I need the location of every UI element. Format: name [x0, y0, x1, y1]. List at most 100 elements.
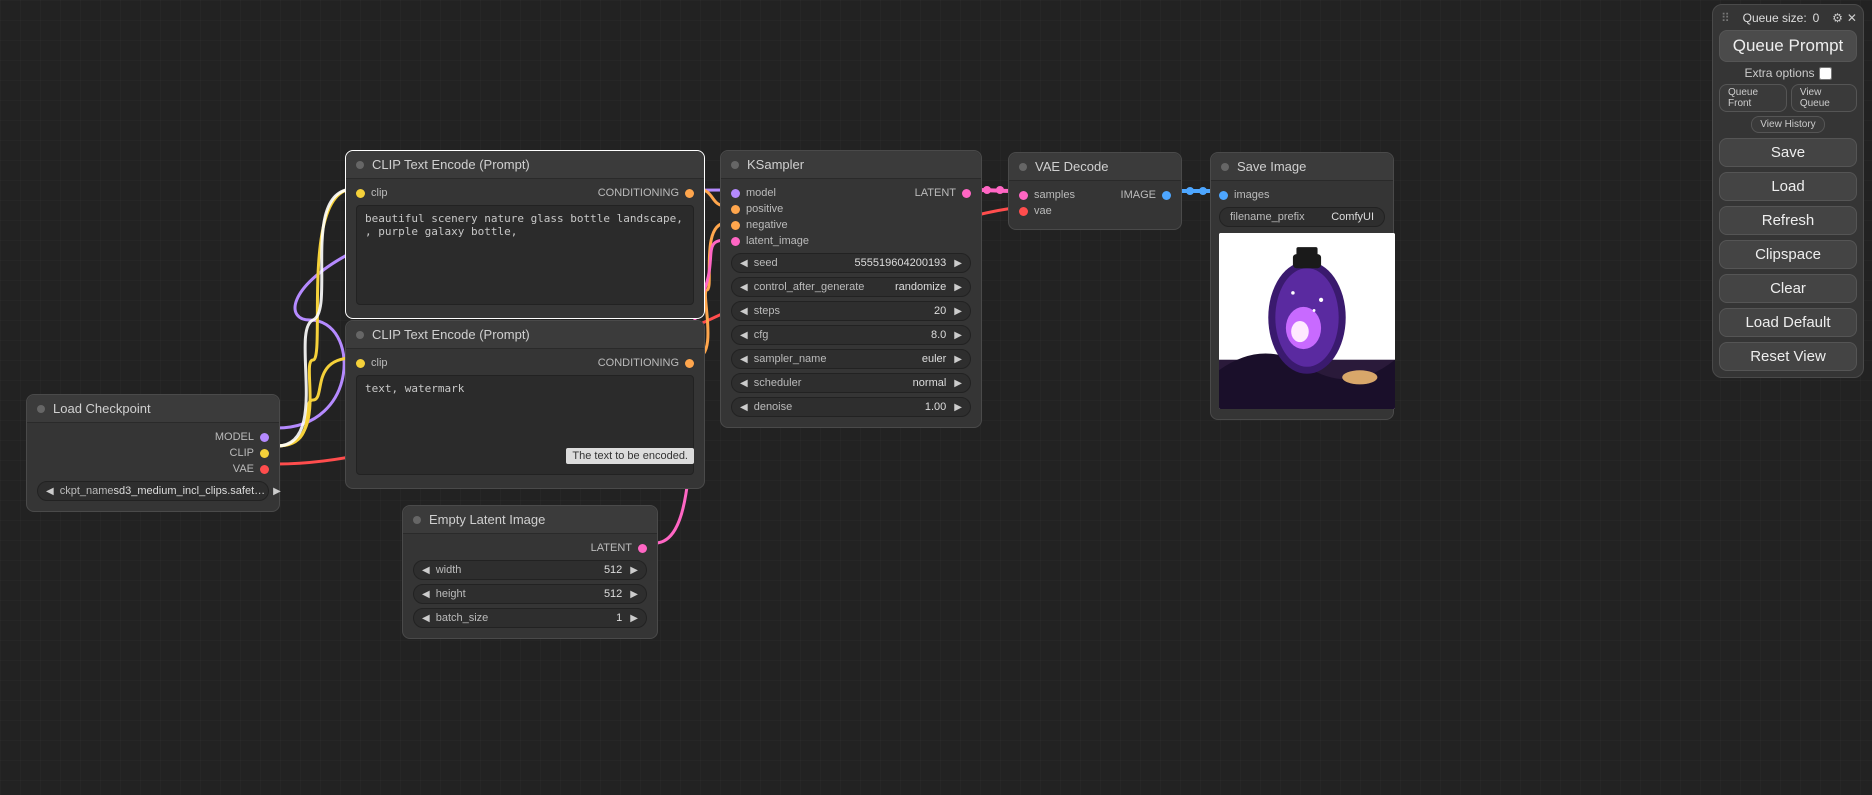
chevron-left-icon[interactable]: ◀: [42, 486, 58, 497]
port-model-icon[interactable]: [731, 189, 740, 198]
node-header[interactable]: KSampler: [721, 151, 981, 179]
param-control-after-generate[interactable]: ◀control_after_generaterandomize▶: [731, 277, 971, 297]
chevron-left-icon[interactable]: ◀: [736, 378, 752, 389]
extra-options-toggle[interactable]: Extra options: [1719, 66, 1857, 80]
param-seed[interactable]: ◀seed555519604200193▶: [731, 253, 971, 273]
port-image-icon[interactable]: [1219, 191, 1228, 200]
port-latent-icon[interactable]: [1019, 191, 1028, 200]
extra-options-checkbox[interactable]: [1819, 67, 1832, 80]
param-scheduler[interactable]: ◀schedulernormal▶: [731, 373, 971, 393]
output-latent[interactable]: LATENT: [591, 542, 647, 554]
port-latent-icon[interactable]: [638, 544, 647, 553]
node-vae-decode[interactable]: VAE Decode samples IMAGE vae: [1008, 152, 1182, 230]
node-header[interactable]: CLIP Text Encode (Prompt): [346, 151, 704, 179]
chevron-left-icon[interactable]: ◀: [736, 330, 752, 341]
chevron-right-icon[interactable]: ▶: [626, 565, 642, 576]
node-clip-encode-negative[interactable]: CLIP Text Encode (Prompt) clip CONDITION…: [345, 320, 705, 489]
input-model[interactable]: model: [731, 187, 776, 199]
chevron-right-icon[interactable]: ▶: [950, 354, 966, 365]
output-model[interactable]: MODEL: [215, 431, 269, 443]
chevron-right-icon[interactable]: ▶: [950, 402, 966, 413]
param-cfg[interactable]: ◀cfg8.0▶: [731, 325, 971, 345]
port-clip-icon[interactable]: [356, 359, 365, 368]
prompt-textarea[interactable]: [356, 205, 694, 305]
chevron-right-icon[interactable]: ▶: [950, 306, 966, 317]
chevron-right-icon[interactable]: ▶: [950, 330, 966, 341]
chevron-right-icon[interactable]: ▶: [950, 282, 966, 293]
node-header[interactable]: VAE Decode: [1009, 153, 1181, 181]
chevron-right-icon[interactable]: ▶: [269, 486, 285, 497]
param-batch-size[interactable]: ◀batch_size1▶: [413, 608, 647, 628]
input-clip[interactable]: clip: [356, 357, 388, 369]
image-preview[interactable]: [1219, 233, 1395, 409]
node-header[interactable]: Save Image: [1211, 153, 1393, 181]
port-latent-icon[interactable]: [962, 189, 971, 198]
collapse-dot-icon[interactable]: [37, 405, 45, 413]
port-vae-icon[interactable]: [1019, 207, 1028, 216]
queue-front-button[interactable]: Queue Front: [1719, 84, 1787, 112]
param-denoise[interactable]: ◀denoise1.00▶: [731, 397, 971, 417]
clipspace-button[interactable]: Clipspace: [1719, 240, 1857, 269]
refresh-button[interactable]: Refresh: [1719, 206, 1857, 235]
control-panel[interactable]: ⠿ Queue size: 0 ⚙ ✕ Queue Prompt Extra o…: [1712, 4, 1864, 378]
grip-icon[interactable]: ⠿: [1721, 11, 1730, 25]
view-queue-button[interactable]: View Queue: [1791, 84, 1857, 112]
collapse-dot-icon[interactable]: [1221, 163, 1229, 171]
port-clip-icon[interactable]: [356, 189, 365, 198]
reset-view-button[interactable]: Reset View: [1719, 342, 1857, 371]
node-header[interactable]: Empty Latent Image: [403, 506, 657, 534]
param-filename-prefix[interactable]: filename_prefix ComfyUI: [1219, 207, 1385, 227]
port-clip-icon[interactable]: [260, 449, 269, 458]
param-height[interactable]: ◀height512▶: [413, 584, 647, 604]
output-image[interactable]: IMAGE: [1121, 189, 1171, 201]
collapse-dot-icon[interactable]: [413, 516, 421, 524]
chevron-left-icon[interactable]: ◀: [418, 613, 434, 624]
panel-header[interactable]: ⠿ Queue size: 0 ⚙ ✕: [1719, 11, 1857, 25]
chevron-left-icon[interactable]: ◀: [736, 258, 752, 269]
port-conditioning-icon[interactable]: [731, 205, 740, 214]
input-samples[interactable]: samples: [1019, 189, 1075, 201]
port-conditioning-icon[interactable]: [685, 189, 694, 198]
node-graph-canvas[interactable]: Load Checkpoint MODEL CLIP VAE: [0, 0, 1872, 795]
chevron-right-icon[interactable]: ▶: [626, 589, 642, 600]
port-vae-icon[interactable]: [260, 465, 269, 474]
output-latent[interactable]: LATENT: [915, 187, 971, 199]
node-save-image[interactable]: Save Image images filename_prefix ComfyU…: [1210, 152, 1394, 420]
chevron-left-icon[interactable]: ◀: [736, 306, 752, 317]
node-clip-encode-positive[interactable]: CLIP Text Encode (Prompt) clip CONDITION…: [345, 150, 705, 319]
output-conditioning[interactable]: CONDITIONING: [598, 187, 694, 199]
close-icon[interactable]: ✕: [1847, 11, 1857, 25]
output-vae[interactable]: VAE: [233, 463, 269, 475]
prompt-textarea[interactable]: [356, 375, 694, 475]
node-ksampler[interactable]: KSampler model LATENT positive: [720, 150, 982, 428]
chevron-right-icon[interactable]: ▶: [950, 378, 966, 389]
input-clip[interactable]: clip: [356, 187, 388, 199]
collapse-dot-icon[interactable]: [356, 331, 364, 339]
chevron-right-icon[interactable]: ▶: [626, 613, 642, 624]
port-conditioning-icon[interactable]: [731, 221, 740, 230]
save-button[interactable]: Save: [1719, 138, 1857, 167]
chevron-left-icon[interactable]: ◀: [736, 282, 752, 293]
clear-button[interactable]: Clear: [1719, 274, 1857, 303]
port-image-icon[interactable]: [1162, 191, 1171, 200]
port-model-icon[interactable]: [260, 433, 269, 442]
input-images[interactable]: images: [1219, 189, 1269, 201]
collapse-dot-icon[interactable]: [356, 161, 364, 169]
load-button[interactable]: Load: [1719, 172, 1857, 201]
output-conditioning[interactable]: CONDITIONING: [598, 357, 694, 369]
chevron-left-icon[interactable]: ◀: [736, 354, 752, 365]
collapse-dot-icon[interactable]: [731, 161, 739, 169]
input-positive[interactable]: positive: [731, 203, 783, 215]
load-default-button[interactable]: Load Default: [1719, 308, 1857, 337]
chevron-left-icon[interactable]: ◀: [736, 402, 752, 413]
view-history-button[interactable]: View History: [1751, 116, 1824, 133]
output-clip[interactable]: CLIP: [230, 447, 269, 459]
queue-prompt-button[interactable]: Queue Prompt: [1719, 30, 1857, 62]
input-vae[interactable]: vae: [1019, 205, 1052, 217]
param-sampler-name[interactable]: ◀sampler_nameeuler▶: [731, 349, 971, 369]
node-load-checkpoint[interactable]: Load Checkpoint MODEL CLIP VAE: [26, 394, 280, 512]
param-width[interactable]: ◀width512▶: [413, 560, 647, 580]
input-latent-image[interactable]: latent_image: [731, 235, 809, 247]
gear-icon[interactable]: ⚙: [1832, 11, 1843, 25]
node-header[interactable]: Load Checkpoint: [27, 395, 279, 423]
